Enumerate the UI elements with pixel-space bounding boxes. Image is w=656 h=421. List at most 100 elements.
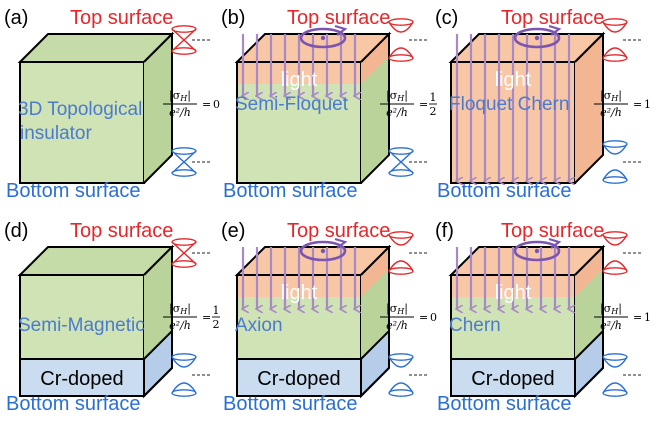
top-surface-label: Top surface: [287, 220, 390, 242]
top-dirac-cone-icon: [171, 25, 212, 55]
light-label: light: [495, 282, 532, 304]
phase-name: Axion: [235, 315, 283, 336]
hall-value-den: 2: [430, 105, 437, 118]
hall-conductance: |σH| e²/h = 1: [594, 89, 651, 119]
equals-sign: =: [202, 98, 211, 111]
phase-name: Semi-Magnetic: [18, 315, 145, 336]
polarization-center: [320, 248, 326, 254]
hall-conductance: |σH| e²/h = 1: [594, 302, 651, 332]
side-outline: [360, 244, 390, 397]
hall-value-num: 1: [213, 304, 220, 317]
hall-numerator: |σH|: [386, 302, 408, 316]
top-surface-label: Top surface: [501, 7, 604, 29]
side-face: [144, 247, 172, 359]
side-outline: [360, 31, 390, 184]
top-gapped-bands-icon: [388, 18, 429, 62]
cr-layer-front: [236, 358, 362, 397]
polarization-center: [534, 248, 540, 254]
hall-numerator: |σH|: [386, 89, 408, 103]
hall-numerator: |σH|: [600, 302, 622, 316]
light-label: light: [281, 69, 318, 91]
light-arrows: [243, 34, 355, 96]
hall-numerator: |σH|: [600, 89, 622, 103]
cr-doped-label: Cr-doped: [40, 368, 123, 390]
top-surface-label: Top surface: [501, 220, 604, 242]
polarization-circle: [513, 27, 561, 49]
polarization-arrowhead: [548, 237, 562, 249]
bottom-gapped-bands-icon: [602, 140, 643, 184]
bottom-surface-label: Bottom surface: [6, 393, 141, 415]
top-gapped-bands-icon: [602, 231, 643, 275]
top-gapped-bands-icon: [602, 18, 643, 62]
panel-label: (d): [4, 220, 28, 242]
hall-numerator: |σH|: [169, 89, 191, 103]
polarization-circle: [299, 240, 347, 262]
light-region-side: [575, 34, 603, 183]
top-surface-label: Top surface: [287, 7, 390, 29]
side-outline: [143, 244, 173, 397]
panel-label: (e): [221, 220, 245, 242]
polarization-center: [320, 35, 326, 41]
hall-value: 0: [430, 311, 437, 324]
bottom-gapped-bands-icon: [602, 353, 643, 397]
phase-name: Semi-Floquet: [235, 94, 349, 115]
polarization-arrowhead: [334, 24, 348, 36]
side-outline: [143, 31, 173, 184]
front-face: [20, 275, 144, 359]
bottom-gapped-bands-icon: [171, 353, 212, 397]
light-label: light: [281, 282, 318, 304]
cr-doped-label: Cr-doped: [257, 368, 340, 390]
hall-denominator: e²/h: [386, 106, 408, 119]
equals-sign: =: [633, 311, 642, 324]
bottom-gapped-bands-icon: [388, 353, 429, 397]
bottom-surface-label: Bottom surface: [437, 180, 572, 202]
hall-denominator: e²/h: [169, 319, 191, 332]
top-surface-label: Top surface: [70, 7, 173, 29]
panel-label: (b): [221, 7, 245, 29]
hall-conductance: |σH| e²/h =12: [163, 302, 220, 332]
light-region-side: [575, 247, 603, 297]
bottom-dirac-cone-icon: [171, 147, 212, 177]
panel-a: (a) Top surface Bottom surface 3D Topologic…: [4, 7, 220, 202]
top-dirac-cone-icon: [171, 238, 212, 268]
light-region-side: [361, 247, 389, 297]
cr-doped-label: Cr-doped: [471, 368, 554, 390]
panel-d: (d) Top surface Bottom surface Semi-Magneti…: [4, 220, 220, 415]
hall-value-den: 2: [213, 318, 220, 331]
light-region-side: [361, 34, 389, 84]
equals-sign: =: [633, 98, 642, 111]
polarization-arrowhead: [334, 237, 348, 249]
bottom-surface-label: Bottom surface: [437, 393, 572, 415]
phase-name: Chern: [449, 315, 501, 336]
panel-label: (c): [435, 7, 458, 29]
polarization-circle: [513, 240, 561, 262]
hall-conductance: |σH| e²/h = 0: [163, 89, 220, 119]
bottom-surface-label: Bottom surface: [223, 180, 358, 202]
top-surface-label: Top surface: [70, 220, 173, 242]
hall-numerator: |σH|: [169, 302, 191, 316]
bottom-surface-label: Bottom surface: [6, 180, 141, 202]
side-outline: [574, 31, 604, 184]
hall-value: 1: [644, 311, 651, 324]
panel-e: light (e) Top surface Bottom surface Axion Cr…: [221, 220, 437, 415]
panel-label: (a): [4, 7, 28, 29]
phase-name-line2: insulator: [20, 123, 92, 144]
equals-sign: =: [419, 311, 428, 324]
side-face: [144, 34, 172, 183]
phase-name: Floquet Chern: [449, 94, 569, 115]
hall-denominator: e²/h: [169, 106, 191, 119]
light-arrows: [457, 34, 569, 181]
hall-denominator: e²/h: [600, 106, 622, 119]
equals-sign: =: [202, 311, 211, 324]
panel-label: (f): [435, 220, 454, 242]
hall-value-num: 1: [430, 91, 437, 104]
light-label: light: [495, 69, 532, 91]
top-gapped-bands-icon: [388, 231, 429, 275]
equals-sign: =: [419, 98, 428, 111]
panel-c: light (c) Top surface Bottom surface Floquet…: [435, 7, 651, 202]
polarization-center: [534, 35, 540, 41]
cr-layer-front: [19, 358, 145, 397]
hall-value: 1: [644, 98, 651, 111]
